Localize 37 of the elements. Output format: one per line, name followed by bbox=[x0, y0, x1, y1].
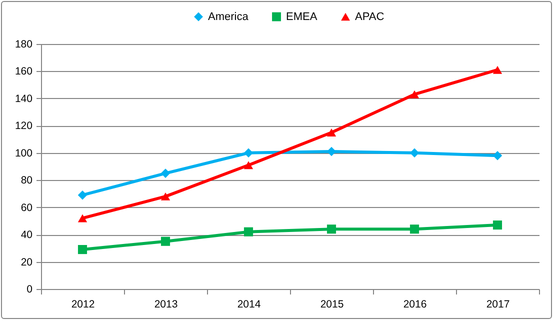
point bbox=[244, 148, 254, 158]
point bbox=[492, 66, 502, 74]
x-tick-label: 2016 bbox=[403, 298, 427, 310]
y-tick-label: 100 bbox=[14, 147, 33, 160]
point bbox=[410, 90, 420, 98]
y-tick-label: 180 bbox=[14, 38, 33, 50]
y-tick-label: 40 bbox=[20, 229, 33, 242]
point bbox=[78, 190, 88, 200]
y-tick-label: 20 bbox=[20, 256, 33, 268]
y-tick-label: 120 bbox=[14, 120, 33, 132]
x-tick-label: 2015 bbox=[320, 298, 344, 310]
legend-label: APAC bbox=[355, 10, 384, 23]
x-tick-label: 2012 bbox=[71, 298, 95, 310]
point bbox=[78, 245, 88, 254]
legend-label: EMEA bbox=[286, 10, 318, 23]
point bbox=[492, 150, 502, 160]
y-tick-label: 160 bbox=[14, 66, 33, 78]
y-tick-label: 60 bbox=[20, 202, 33, 214]
x-tick-label: 2014 bbox=[237, 298, 261, 310]
point bbox=[326, 146, 336, 156]
point bbox=[160, 236, 170, 246]
y-tick-label: 0 bbox=[26, 284, 33, 296]
point bbox=[326, 224, 336, 234]
x-tick-label: 2013 bbox=[154, 298, 178, 310]
point bbox=[244, 227, 254, 236]
y-tick-label: 80 bbox=[20, 174, 33, 187]
point bbox=[326, 128, 336, 136]
point bbox=[78, 214, 88, 222]
point bbox=[160, 168, 170, 178]
point bbox=[410, 224, 420, 234]
legend-label: America bbox=[208, 10, 250, 23]
point bbox=[492, 220, 502, 230]
point bbox=[244, 161, 254, 170]
point bbox=[160, 192, 170, 200]
x-tick-label: 2017 bbox=[486, 298, 510, 310]
y-tick-label: 140 bbox=[14, 92, 33, 105]
point bbox=[410, 148, 420, 158]
